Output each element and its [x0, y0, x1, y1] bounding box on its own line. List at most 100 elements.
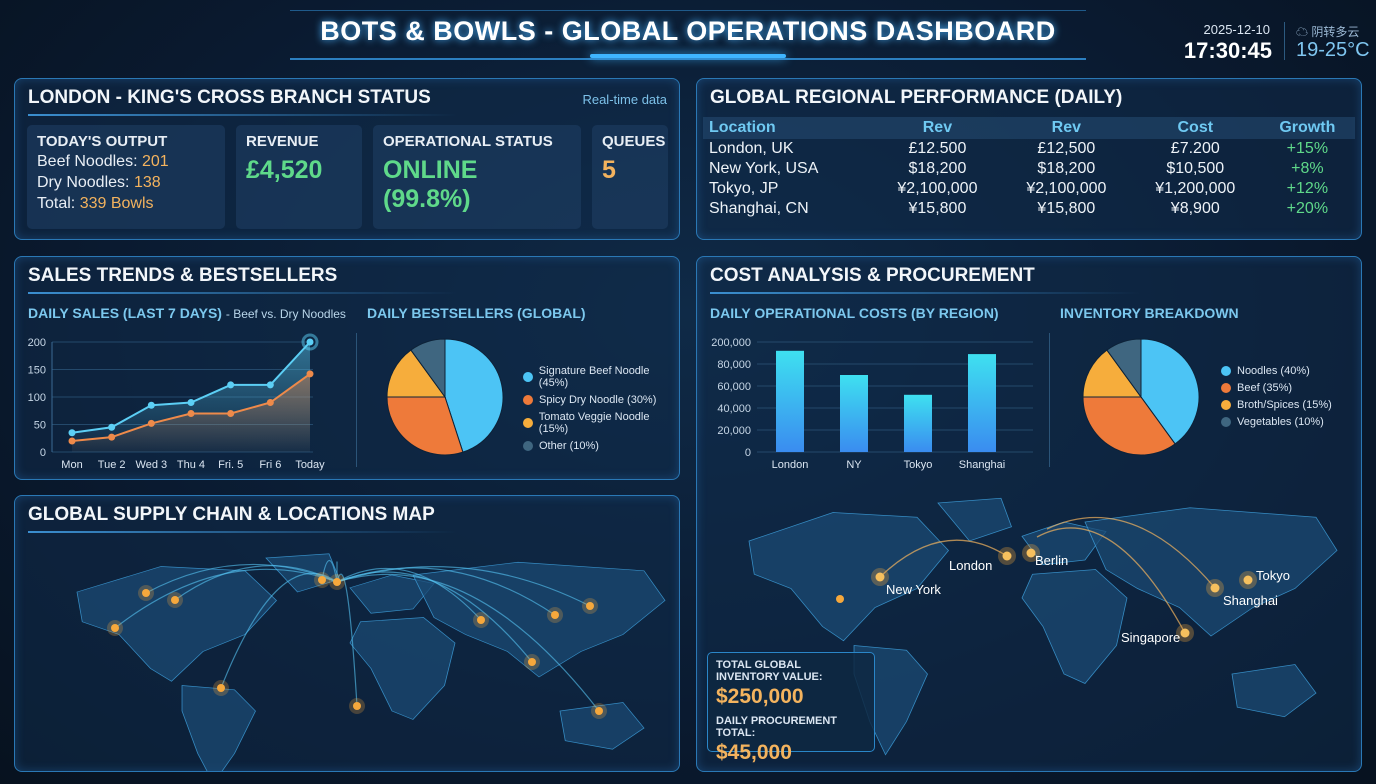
continent	[937, 497, 1013, 542]
y-tick-label: 40,000	[717, 403, 751, 415]
legend-label: Signature Beef Noodle (45%)	[538, 365, 650, 389]
sales-panel: SALES TRENDS & BESTSELLERS DAILY SALES (…	[14, 256, 680, 480]
legend-item: Vegetables (10%)	[1221, 416, 1332, 428]
location-marker	[551, 611, 559, 619]
legend-item: Noodles (40%)	[1221, 365, 1332, 377]
title-underline	[28, 531, 458, 533]
title-underline	[28, 292, 458, 294]
data-point	[68, 429, 76, 437]
data-point	[266, 381, 274, 389]
y-tick-label: 200,000	[711, 337, 751, 349]
inventory-label: TOTAL GLOBAL INVENTORY VALUE:	[716, 659, 823, 683]
supply-route	[336, 573, 600, 712]
title-underline	[28, 114, 458, 116]
total-value: 339 Bowls	[79, 195, 154, 212]
divider	[356, 333, 357, 467]
location-marker	[875, 572, 885, 582]
inventory-legend: Noodles (40%) Beef (35%) Broth/Spices (15%…	[1221, 365, 1332, 433]
legend-swatch	[523, 441, 533, 451]
inventory-summary: TOTAL GLOBAL INVENTORY VALUE: $250,000 D…	[707, 652, 875, 764]
table-cell: $18,200	[1037, 160, 1096, 177]
location-marker	[111, 624, 119, 632]
table-cell: £7.200	[1170, 140, 1220, 157]
pie-slice	[1140, 338, 1200, 445]
legend-label: Vegetables (10%)	[1237, 416, 1324, 428]
procurement-route	[879, 539, 1008, 578]
table-cell: ¥1,200,000	[1155, 180, 1236, 197]
data-point	[266, 399, 274, 406]
legend-swatch	[523, 395, 533, 405]
location-marker	[595, 707, 603, 715]
data-point	[227, 410, 235, 417]
data-point	[147, 419, 155, 427]
procurement-map[interactable]: London Berlin New York Tokyo Shanghai Singapo…	[697, 479, 1363, 769]
legend-swatch	[1221, 400, 1231, 410]
table-cell: $10,500	[1166, 160, 1225, 177]
city-label: New York	[886, 582, 941, 597]
supply-route	[336, 571, 533, 663]
legend-label: Beef (35%)	[1237, 382, 1293, 394]
table-row: Tokyo, JP ¥2,100,000 ¥2,100,000 ¥1,200,000 +…	[703, 179, 1355, 199]
bar	[840, 375, 868, 452]
procurement-label: DAILY PROCUREMENT TOTAL:	[716, 715, 838, 739]
city-label: Singapore	[1121, 630, 1180, 645]
cost-panel: COST ANALYSIS & PROCUREMENT DAILY OPERAT…	[696, 256, 1362, 772]
legend-swatch	[1221, 383, 1231, 393]
location-marker	[142, 589, 150, 597]
y-tick-label: 20,000	[717, 425, 751, 437]
legend-swatch	[523, 372, 533, 382]
x-tick-label: Fri. 5	[218, 459, 243, 471]
data-point	[187, 399, 195, 406]
table-cell: +20%	[1286, 200, 1329, 217]
pie-chart-title: DAILY BESTSELLERS (GLOBAL)	[367, 305, 586, 321]
table-cell: +12%	[1286, 180, 1329, 197]
location-marker	[528, 658, 536, 666]
y-tick-label: 60,000	[717, 381, 751, 393]
continents	[748, 497, 1338, 756]
legend-label: Spicy Dry Noodle (30%)	[539, 394, 657, 406]
x-tick-label: NY	[846, 459, 862, 471]
location-marker	[836, 595, 844, 603]
inventory-value: $250,000	[716, 685, 804, 708]
status-card: OPERATIONAL STATUS ONLINE (99.8%)	[373, 125, 581, 229]
table-cell: New York, USA	[709, 160, 819, 177]
y-tick-label: 0	[40, 447, 46, 459]
pie-legend: Signature Beef Noodle (45%) Spicy Dry Noo…	[523, 365, 679, 457]
table-cell: London, UK	[709, 140, 794, 157]
table-cell: ¥2,100,000	[897, 180, 978, 197]
x-tick-label: Shanghai	[959, 459, 1006, 471]
dry-label: Dry Noodles:	[37, 174, 130, 191]
table-row: London, UK £12.500 £12,500 £7.200 +15%	[703, 139, 1355, 159]
pie-slice	[1082, 349, 1142, 398]
city-label: London	[949, 558, 992, 573]
data-point	[306, 338, 314, 346]
continent	[1084, 507, 1338, 637]
continent	[1021, 569, 1128, 684]
city-label: Berlin	[1035, 553, 1068, 568]
table-header: Location Rev Rev Cost Growth	[703, 117, 1355, 139]
location-marker	[1180, 628, 1190, 638]
output-card: TODAY'S OUTPUT Beef Noodles: 201 Dry Noo…	[27, 125, 225, 229]
data-point	[108, 433, 116, 441]
supply-chain-map[interactable]	[15, 536, 681, 771]
y-tick-label: 50	[34, 420, 46, 432]
sales-line-chart: 0 50 100 150 200 Mon Tue 2 Wed 3 Thu 4 Fri. 5 Fri …	[28, 333, 325, 471]
legend-label: Noodles (40%)	[1237, 365, 1310, 377]
supply-route	[220, 572, 338, 689]
data-point	[227, 381, 235, 389]
continent	[412, 561, 666, 678]
revenue-value: £4,520	[246, 156, 323, 184]
branch-status-panel: LONDON - KING'S CROSS BRANCH STATUS Real…	[14, 78, 680, 240]
regional-performance-panel: GLOBAL REGIONAL PERFORMANCE (DAILY) Loca…	[696, 78, 1362, 240]
x-tick-label: Tokyo	[904, 459, 933, 471]
location-marker	[1243, 575, 1253, 585]
dry-value: 138	[133, 174, 161, 191]
title-underline	[710, 292, 1140, 294]
legend-label: Broth/Spices (15%)	[1237, 399, 1332, 411]
beef-value: 201	[141, 153, 169, 170]
date: 2025-12-10	[1203, 22, 1271, 37]
legend-item: Spicy Dry Noodle (30%)	[523, 394, 679, 406]
legend-item: Beef (35%)	[1221, 382, 1332, 394]
bar	[776, 350, 804, 452]
pie-slice	[386, 349, 446, 398]
